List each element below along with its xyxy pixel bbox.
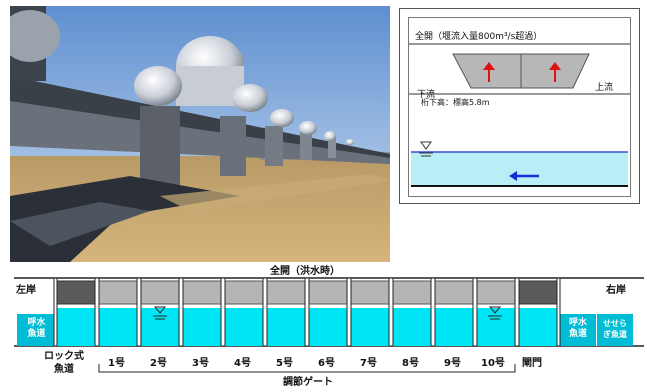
gate-label-7: 7号 [360,358,377,369]
cross-section-inset: 全開（堰流入量800m³/s超過） [399,8,640,204]
cross-section-drawing [409,43,630,187]
left-fishway [17,314,56,346]
gate-label-9: 9号 [444,358,461,369]
gate-label-3: 3号 [192,358,209,369]
lock-fishway-label: ロック式 魚道 [44,351,84,375]
regulating-gates-label: 調節ゲート [283,377,333,388]
gate-label-6: 6号 [318,358,335,369]
weir-photo [10,6,390,262]
water-level-symbol [419,141,433,157]
left-bank-label: 左岸 [16,285,36,296]
diagram-title: 全開（洪水時） [270,266,340,277]
gate-label-10: 10号 [481,358,505,369]
cross-section-frame: 全開（堰流入量800m³/s超過） [408,17,631,197]
gate-label-4: 4号 [234,358,251,369]
gate-7 [350,280,390,305]
gate-5 [266,280,306,305]
clearance-label: 桁下高：標高5.8m [421,98,490,107]
gate-up-arrow-left [483,62,495,82]
gate-9 [434,280,474,305]
gate-10 [476,280,516,305]
gate-label-1: 1号 [108,358,125,369]
flow-direction-arrow [509,171,539,181]
right-fishway-label: 呼水 魚道 [568,318,587,339]
upstream-label: 上流 [595,83,614,93]
gate-3 [182,280,222,305]
gate-8 [392,280,432,305]
water-level-symbol-2 [153,306,167,320]
weir-photo-illustration [10,6,390,262]
gate-up-arrow-right [549,62,561,82]
gate-6 [308,280,348,305]
seseragi-fishway-label: せせら ぎ魚道 [603,319,627,339]
lock-gate [56,280,96,305]
gate-label-5: 5号 [276,358,293,369]
gate-4 [224,280,264,305]
lock-gate-label: 閘門 [522,358,542,369]
right-fishway [560,314,596,346]
water-level-symbol-10 [488,306,502,320]
gate-label-8: 8号 [402,358,419,369]
navigation-lock-gate [518,280,558,305]
inset-title: 全開（堰流入量800m³/s超過） [415,32,543,42]
right-bank-label: 右岸 [606,285,626,296]
left-fishway-label: 呼水 魚道 [27,318,46,339]
gate-label-2: 2号 [150,358,167,369]
gate-2 [140,280,180,305]
downstream-label: 下流 [417,90,436,100]
gate-1 [98,280,138,305]
seseragi-fishway [597,314,633,346]
